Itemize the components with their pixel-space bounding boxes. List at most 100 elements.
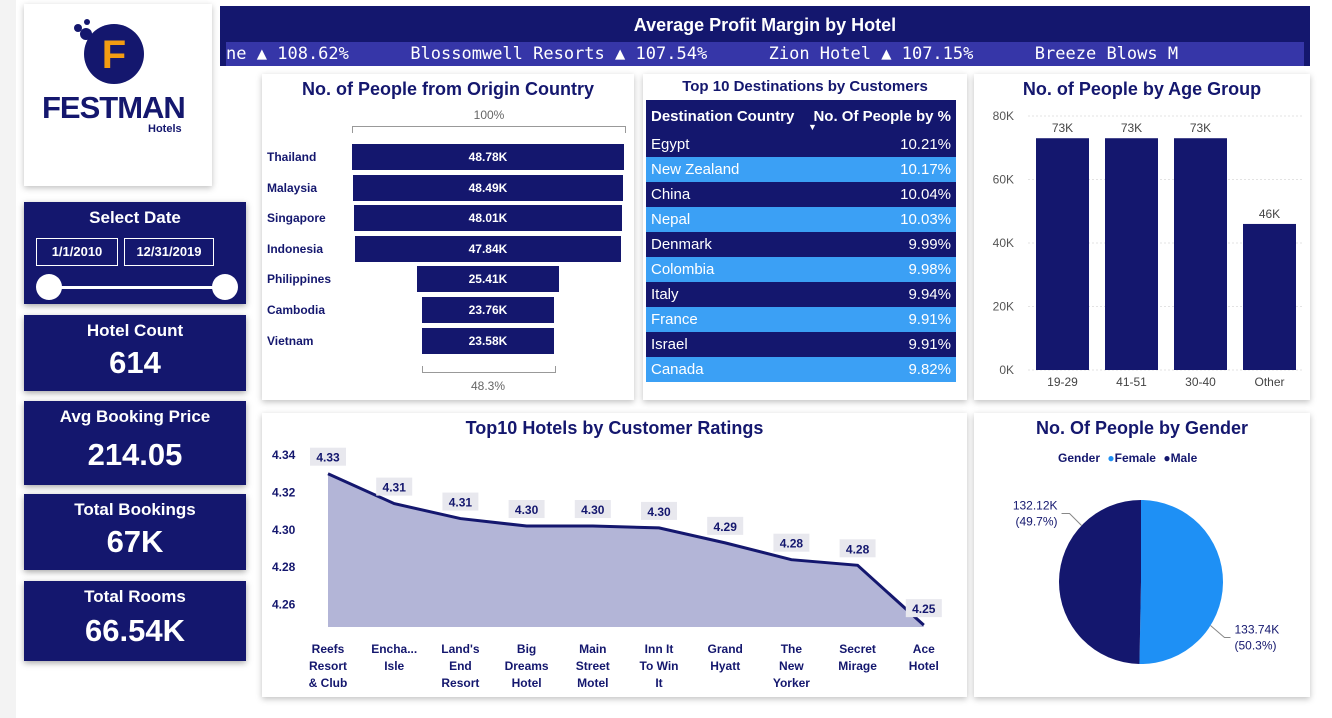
data-label-bg	[905, 599, 942, 618]
cell-pct: 9.98%	[803, 257, 956, 282]
kpi-label: Total Bookings	[74, 500, 196, 519]
x-tick-line: Motel	[577, 676, 608, 690]
table-row[interactable]: Denmark 9.99%	[646, 232, 956, 257]
x-tick-label: 19-29	[1047, 375, 1078, 389]
x-tick-line: Resort	[309, 659, 347, 673]
kpi-label: Total Rooms	[84, 587, 186, 606]
x-tick-line: Encha...	[371, 642, 417, 656]
y-tick-label: 0K	[999, 363, 1014, 377]
pie-label-value: 132.12K	[1013, 499, 1058, 513]
age-bar	[1105, 138, 1158, 370]
gender-legend: Gender ●Female ●Male	[1058, 451, 1197, 465]
date-slider-track	[50, 286, 224, 289]
cell-pct: 9.91%	[803, 307, 956, 332]
funnel-title: No. of People from Origin Country	[302, 79, 594, 99]
x-tick-line: Ace	[913, 642, 935, 656]
pie-slice	[1059, 500, 1141, 664]
y-tick-label: 60K	[993, 173, 1014, 187]
x-tick-line: Main	[579, 642, 606, 656]
x-tick-line: End	[449, 659, 472, 673]
gender-chart-title: No. Of People by Gender	[1035, 418, 1249, 438]
x-tick-label: Main Street Motel	[576, 642, 610, 690]
rating-data-label: 4.29	[714, 520, 738, 534]
ticker-item: ne ▲ 108.62% Blossomwell Resorts ▲ 107.5…	[226, 44, 1179, 64]
funnel-top-bracket	[352, 126, 626, 133]
legend-female[interactable]: ●Female	[1107, 451, 1156, 465]
table-row[interactable]: Colombia 9.98%	[646, 257, 956, 282]
x-tick-line: Big	[517, 642, 536, 656]
data-label-bg	[376, 477, 413, 496]
col-header-pct[interactable]: No. Of People by % ▼	[803, 100, 956, 132]
x-tick-label: Encha... Isle	[371, 642, 417, 673]
x-tick-line: New	[779, 659, 804, 673]
rating-data-label: 4.31	[383, 481, 407, 495]
rating-data-label: 4.31	[449, 496, 473, 510]
x-tick-line: Land's	[441, 642, 480, 656]
funnel-country-label: Malaysia	[267, 180, 318, 195]
x-tick-line: Hotel	[512, 676, 542, 690]
cell-country: Colombia	[646, 257, 804, 282]
rating-area	[328, 473, 924, 627]
data-label-bg	[839, 539, 876, 558]
kpi-value: 614	[109, 345, 161, 380]
cell-country: China	[646, 182, 804, 207]
table-row[interactable]: Israel 9.91%	[646, 332, 956, 357]
end-date-input[interactable]: 12/31/2019	[124, 238, 214, 266]
funnel-bar[interactable]: 48.01K	[354, 205, 622, 232]
destinations-title: Top 10 Destinations by Customers	[682, 78, 928, 95]
age-bar	[1036, 138, 1089, 370]
kpi-hotel-count: Hotel Count 614	[24, 315, 246, 391]
funnel-bar[interactable]: 48.49K	[352, 174, 624, 201]
x-tick-line: Hotel	[909, 659, 939, 673]
bar-data-label: 73K	[1121, 121, 1142, 135]
cell-country: Canada	[646, 357, 804, 382]
table-row[interactable]: Canada 9.82%	[646, 357, 956, 382]
cell-pct: 10.21%	[803, 132, 956, 157]
table-row[interactable]: Egypt 10.21%	[646, 132, 956, 157]
cell-country: Nepal	[646, 207, 804, 232]
funnel-bar[interactable]: 23.58K	[422, 327, 554, 354]
date-slider-end-handle[interactable]	[212, 274, 238, 300]
funnel-bottom-pct: 48.3%	[470, 379, 506, 393]
bar-data-label: 73K	[1190, 121, 1211, 135]
kpi-value: 67K	[106, 524, 164, 559]
kpi-avg-booking-price: Avg Booking Price 214.05	[24, 401, 246, 485]
start-date-input[interactable]: 1/1/2010	[36, 238, 118, 266]
cell-country: New Zealand	[646, 157, 804, 182]
kpi-value: 214.05	[87, 437, 183, 472]
logo-card: F FESTMAN Hotels	[24, 4, 212, 186]
destinations-table: Destination Country No. Of People by % ▼…	[646, 100, 956, 382]
funnel-bar[interactable]: 23.76K	[421, 297, 555, 323]
pie-label-male: 132.12K (49.7%)	[1013, 499, 1058, 529]
table-row[interactable]: New Zealand 10.17%	[646, 157, 956, 182]
cell-country: Italy	[646, 282, 804, 307]
funnel-bar[interactable]: 48.78K	[352, 144, 624, 170]
table-row[interactable]: Italy 9.94%	[646, 282, 956, 307]
col-header-country[interactable]: Destination Country	[646, 100, 804, 132]
data-label-bg	[574, 500, 611, 519]
x-tick-label: Big Dreams Hotel	[505, 642, 549, 690]
funnel-bottom-bracket	[422, 366, 556, 373]
x-tick-line: It	[655, 676, 662, 690]
funnel-bar[interactable]: 47.84K	[354, 235, 622, 262]
data-label-bg	[310, 447, 346, 466]
funnel-top-pct: 100%	[473, 108, 505, 122]
table-header-row: Destination Country No. Of People by % ▼	[646, 100, 956, 132]
x-tick-label: The New Yorker	[773, 642, 810, 690]
date-slider-start-handle[interactable]	[36, 274, 62, 300]
cell-pct: 9.91%	[803, 332, 956, 357]
table-row[interactable]: Nepal 10.03%	[646, 207, 956, 232]
table-row[interactable]: France 9.91%	[646, 307, 956, 332]
funnel-country-label: Singapore	[267, 211, 326, 226]
table-row[interactable]: China 10.04%	[646, 182, 956, 207]
y-tick-label: 4.28	[272, 560, 296, 574]
kpi-total-rooms: Total Rooms 66.54K	[24, 581, 246, 661]
rating-data-label: 4.28	[846, 542, 870, 556]
funnel-country-label: Cambodia	[267, 303, 326, 317]
funnel-country-label: Indonesia	[267, 241, 324, 256]
pie-label-pct: (49.7%)	[1016, 515, 1058, 529]
data-label-bg	[442, 492, 479, 511]
legend-male[interactable]: ●Male	[1163, 451, 1198, 465]
funnel-bar[interactable]: 25.41K	[417, 266, 559, 293]
brand-name: FESTMAN	[42, 90, 186, 125]
